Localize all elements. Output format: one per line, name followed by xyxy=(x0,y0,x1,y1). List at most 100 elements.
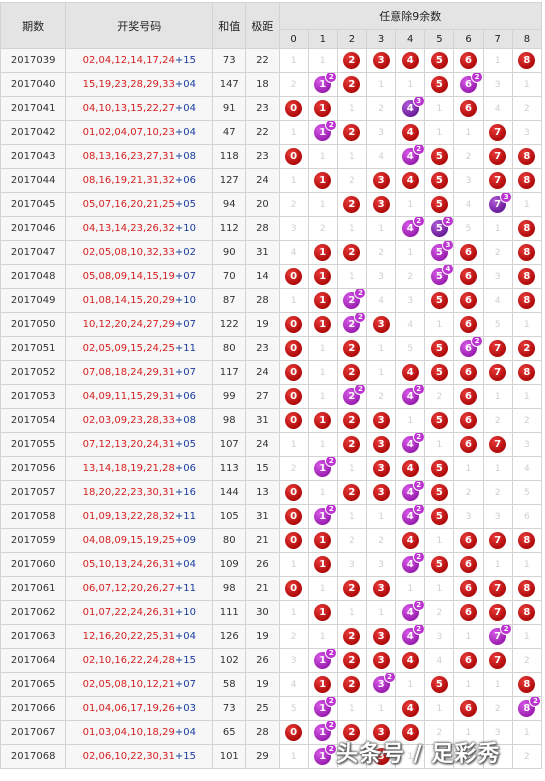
sum-cell: 65 xyxy=(212,720,247,745)
hit-ball: 2 xyxy=(343,364,361,381)
remainder-cell-1: 1 xyxy=(307,312,338,337)
range-cell: 31 xyxy=(245,408,280,433)
hit-ball: 6 xyxy=(460,100,478,117)
remainder-cell-2: 2 xyxy=(336,48,367,73)
remainder-cell-2: 2 xyxy=(336,192,367,217)
sum-cell: 144 xyxy=(212,480,247,505)
remainder-cell-0: 3 xyxy=(278,648,309,673)
miss-count: 2 xyxy=(524,415,530,426)
table-row: 2017045 05,07,16,20,21,25+05 94 20 2 1 2 3 1 5 4 7 3… xyxy=(0,192,543,217)
miss-count: 4 xyxy=(494,295,501,306)
remainder-cell-3: 4 xyxy=(365,144,397,169)
draw-numbers-cell: 08,16,19,21,31,32+06 xyxy=(65,168,214,193)
miss-count: 1 xyxy=(407,415,414,426)
range-cell: 30 xyxy=(245,600,280,625)
main-numbers: 02,05,09,15,24,25 xyxy=(82,343,175,354)
range-cell: 21 xyxy=(245,528,280,553)
special-number: +11 xyxy=(174,583,196,594)
remainder-cell-6: 6 xyxy=(453,96,484,121)
draw-numbers-cell: 02,04,12,14,17,24+15 xyxy=(65,48,214,73)
hit-ball: 4 xyxy=(401,52,419,69)
miss-count: 2 xyxy=(290,199,297,210)
period-cell: 2017058 xyxy=(0,504,67,529)
range-cell: 31 xyxy=(245,240,280,265)
remainder-cell-7: 7 xyxy=(482,576,513,601)
remainder-cell-8: 8 xyxy=(511,240,543,265)
miss-count: 1 xyxy=(378,367,384,378)
range-cell: 19 xyxy=(245,312,280,337)
hit-ball: 0 xyxy=(285,100,303,117)
miss-count: 1 xyxy=(349,751,355,762)
draw-numbers-cell: 04,09,11,15,29,31+06 xyxy=(65,384,214,409)
sum-cell: 117 xyxy=(212,360,247,385)
remainder-cell-6: 6 xyxy=(453,552,484,577)
main-numbers: 04,08,09,15,19,25 xyxy=(82,535,175,546)
miss-count: 1 xyxy=(290,175,297,186)
repeat-count-badge: 2 xyxy=(325,697,337,707)
hit-ball: 5 xyxy=(430,52,448,69)
remainder-cell-5: 5 xyxy=(424,336,455,361)
hit-ball: 0 xyxy=(285,340,303,357)
sum-cell: 113 xyxy=(212,456,247,481)
miss-count: 1 xyxy=(378,511,384,522)
remainder-cell-0: 0 xyxy=(278,576,309,601)
miss-count: 2 xyxy=(465,151,472,162)
miss-count: 3 xyxy=(290,655,297,666)
table-row: 2017052 07,08,18,24,29,31+07 117 24 0 1 2 1 4 5 6 7… xyxy=(0,360,543,385)
range-cell: 25 xyxy=(245,696,280,721)
main-numbers: 15,19,23,28,29,33 xyxy=(82,79,175,90)
draw-numbers-cell: 02,03,09,23,28,33+08 xyxy=(65,408,214,433)
remainder-cell-3: 3 xyxy=(365,552,397,577)
remainder-cell-7: 4 xyxy=(482,288,513,313)
miss-count: 5 xyxy=(524,487,530,498)
table-row: 2017065 02,05,08,10,12,21+07 58 19 4 1 2 3 2 1 5 1 1… xyxy=(0,672,543,697)
miss-count: 2 xyxy=(465,487,472,498)
sum-cell: 98 xyxy=(212,408,247,433)
table-row: 2017046 04,13,14,23,26,32+10 112 28 3 2 1 1 4 2 5 2… xyxy=(0,216,543,241)
special-number: +08 xyxy=(174,415,196,426)
remainder-cell-0: 2 xyxy=(278,72,309,97)
miss-count: 3 xyxy=(524,127,530,138)
remainder-cell-6: 6 xyxy=(453,360,484,385)
hit-ball: 2 xyxy=(343,580,361,597)
hit-ball: 3 xyxy=(372,172,390,189)
period-cell: 2017051 xyxy=(0,336,67,361)
sum-cell: 102 xyxy=(212,648,247,673)
hit-ball: 1 xyxy=(314,604,332,621)
hit-ball: 1 xyxy=(314,268,332,285)
remainder-cell-6: 6 xyxy=(453,312,484,337)
table-row: 2017054 02,03,09,23,28,33+08 98 31 0 1 2 3 1 5 6 2 2 xyxy=(0,408,543,433)
hit-ball: 2 xyxy=(343,676,361,693)
miss-count: 1 xyxy=(407,679,414,690)
hit-ball: 3 xyxy=(372,484,390,501)
miss-count: 4 xyxy=(494,751,501,762)
hit-ball: 6 xyxy=(460,556,478,573)
remainder-cell-1: 1 xyxy=(307,144,338,169)
range-cell: 15 xyxy=(245,456,280,481)
hit-ball: 2 xyxy=(343,124,361,141)
remainder-cell-8: 6 xyxy=(511,504,543,529)
table-row: 2017068 02,06,10,22,30,31+15 101 29 1 1 2 1 3 1 3 2… xyxy=(0,744,543,769)
period-cell: 2017039 xyxy=(0,48,67,73)
header-remainder-7: 7 xyxy=(482,29,513,49)
main-numbers: 04,10,13,15,22,27 xyxy=(82,103,175,114)
miss-count: 1 xyxy=(349,223,355,234)
miss-count: 4 xyxy=(290,679,297,690)
main-numbers: 12,16,20,22,25,31 xyxy=(82,631,175,642)
repeat-count-badge: 2 xyxy=(471,73,483,83)
miss-count: 1 xyxy=(349,607,355,618)
hit-ball: 6 xyxy=(460,700,478,717)
hit-ball: 8 xyxy=(518,364,536,381)
period-cell: 2017068 xyxy=(0,744,67,769)
header-period: 期数 xyxy=(0,2,67,49)
hit-ball: 0 xyxy=(285,388,303,405)
miss-count: 1 xyxy=(290,559,297,570)
draw-numbers-cell: 01,04,06,17,19,26+03 xyxy=(65,696,214,721)
